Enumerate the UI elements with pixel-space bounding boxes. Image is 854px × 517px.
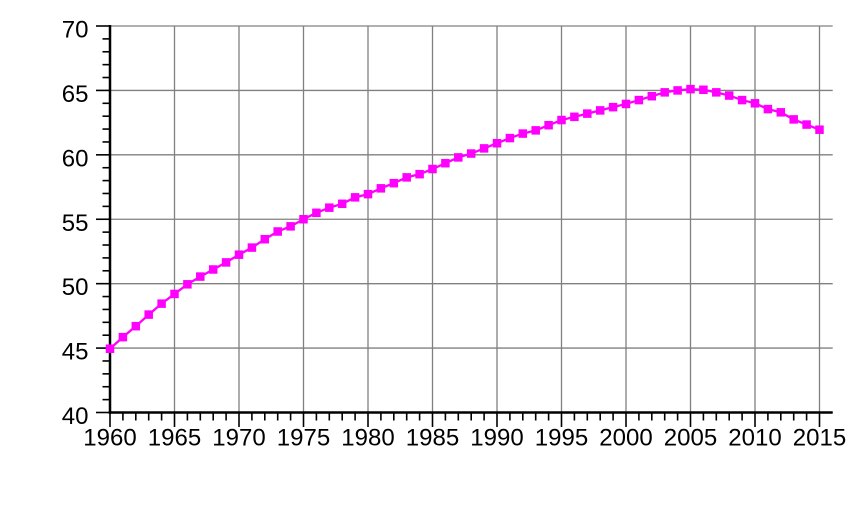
svg-text:1970: 1970 <box>212 424 265 451</box>
svg-text:1965: 1965 <box>148 424 201 451</box>
svg-text:40: 40 <box>62 403 89 430</box>
svg-text:1985: 1985 <box>406 424 459 451</box>
svg-text:1960: 1960 <box>83 424 136 451</box>
svg-text:60: 60 <box>62 145 89 172</box>
svg-text:65: 65 <box>62 81 89 108</box>
svg-text:45: 45 <box>62 339 89 366</box>
svg-text:70: 70 <box>62 17 89 44</box>
svg-text:55: 55 <box>62 210 89 237</box>
svg-text:2010: 2010 <box>728 424 781 451</box>
svg-text:2000: 2000 <box>599 424 652 451</box>
svg-text:1995: 1995 <box>535 424 588 451</box>
svg-text:1990: 1990 <box>470 424 523 451</box>
svg-text:1980: 1980 <box>341 424 394 451</box>
svg-text:2015: 2015 <box>793 424 846 451</box>
svg-text:1975: 1975 <box>277 424 330 451</box>
svg-text:50: 50 <box>62 274 89 301</box>
svg-text:2005: 2005 <box>664 424 717 451</box>
